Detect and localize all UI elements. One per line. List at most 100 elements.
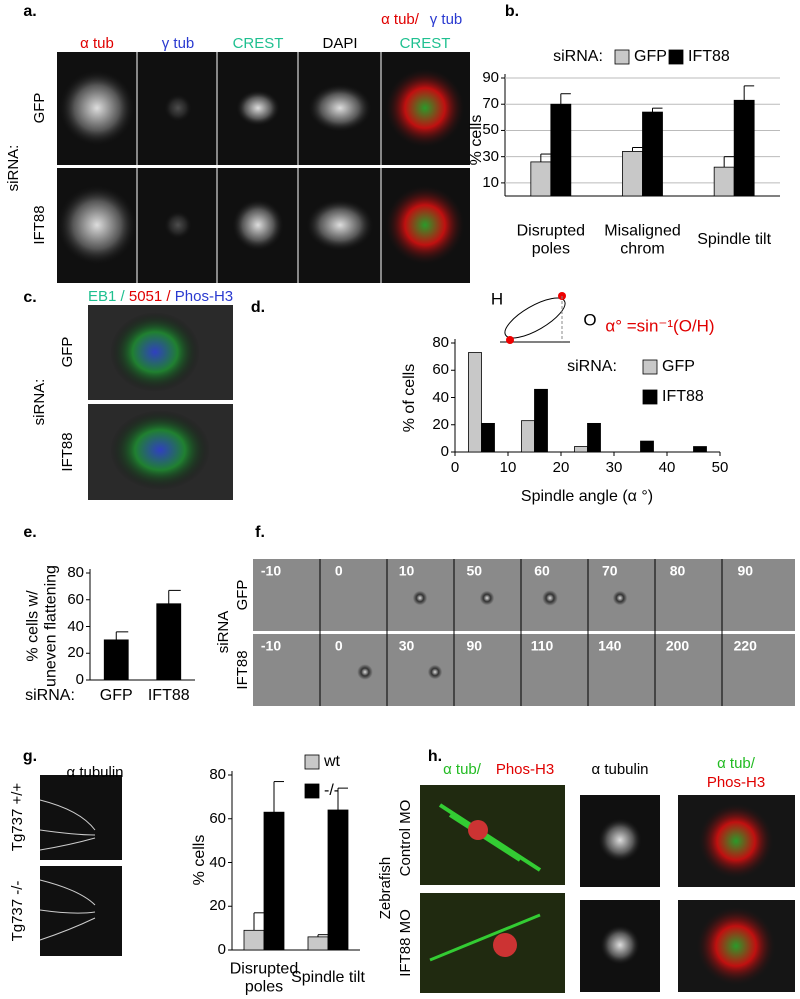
y-tick-label: 10	[482, 173, 499, 191]
group-label: Zebrafish	[376, 856, 394, 920]
x-tick-label: 40	[658, 458, 676, 476]
column-label: α tub/	[717, 754, 755, 772]
time-label: 50	[466, 562, 483, 579]
annotation: H	[490, 289, 504, 309]
label: /	[120, 288, 125, 305]
row-label: IFT88 MO	[396, 909, 414, 977]
column-label: α tub/	[443, 760, 481, 778]
y-tick-label: 0	[75, 670, 84, 688]
group-label: siRNA:	[30, 378, 48, 426]
x-tick-label: Misaligned chrom	[604, 222, 681, 257]
panel-label: e.	[23, 524, 37, 542]
row-label: GFP	[58, 336, 76, 368]
panel-label: c.	[23, 289, 37, 307]
y-axis-label: % cells	[468, 114, 486, 166]
panel-f-images	[253, 559, 795, 706]
annotation: O	[583, 310, 597, 330]
panel-d-diagram	[500, 292, 570, 344]
time-label: 0	[334, 637, 343, 654]
y-tick-label: 40	[432, 388, 449, 406]
bar	[263, 811, 285, 951]
bar	[640, 440, 654, 453]
y-axis-label: % cells w/ uneven flattening	[24, 565, 59, 687]
row-label: Control MO	[396, 799, 414, 877]
bar	[481, 422, 495, 453]
legend-label: GFP	[662, 358, 695, 376]
annotation: α° =sin⁻¹(O/H)	[605, 316, 715, 336]
bar	[713, 166, 735, 197]
column-label: CREST	[399, 34, 451, 52]
y-tick-label: 0	[217, 940, 226, 958]
bar	[530, 161, 552, 197]
row-label: IFT88	[30, 205, 48, 245]
panel-label: g.	[22, 748, 38, 766]
bar	[243, 929, 265, 951]
time-label: 0	[334, 562, 343, 579]
legend-label: -/-	[324, 782, 340, 800]
bar	[642, 111, 663, 197]
time-label: 80	[669, 562, 686, 579]
y-axis-label: % cells	[191, 834, 209, 886]
x-tick-label: GFP	[99, 687, 133, 705]
y-tick-label: 60	[67, 590, 84, 608]
bar	[733, 99, 755, 197]
x-tick-label: Spindle tilt	[291, 969, 365, 987]
x-tick-label: IFT88	[147, 687, 190, 705]
bar	[693, 446, 707, 453]
time-label: -10	[260, 562, 282, 579]
legend-swatch	[304, 783, 320, 799]
panel-a-images	[57, 52, 470, 283]
bar	[534, 388, 548, 453]
panel-label: d.	[250, 299, 266, 317]
panel-g-images	[39, 775, 122, 956]
row-label: IFT88	[58, 432, 76, 472]
bar	[103, 639, 129, 681]
legend-swatch	[642, 359, 658, 375]
legend-swatch	[642, 389, 658, 405]
legend-swatch	[304, 754, 320, 770]
panel-label: f.	[255, 524, 265, 542]
panel-label: b.	[504, 3, 520, 21]
label: EB1	[88, 288, 117, 305]
time-label: 90	[737, 562, 754, 579]
x-tick-label: 0	[450, 458, 460, 476]
panel-h-images	[420, 785, 795, 993]
label: Phos-H3	[174, 288, 234, 305]
y-tick-label: 70	[482, 94, 499, 112]
y-tick-label: 20	[432, 415, 449, 433]
time-label: 140	[598, 637, 622, 654]
category-title: siRNA:	[25, 687, 75, 705]
y-tick-label: 90	[482, 68, 499, 86]
column-label: Phos-H3	[495, 760, 555, 778]
time-label: 90	[466, 637, 483, 654]
panel-header: α tubulin	[66, 763, 124, 781]
group-label: siRNA:	[4, 144, 22, 192]
time-label: 60	[534, 562, 550, 579]
y-tick-label: 20	[209, 897, 226, 914]
legend-swatch	[614, 49, 630, 65]
label: /	[166, 288, 171, 305]
bar	[468, 352, 482, 453]
row-label: Tg737 -/-	[8, 880, 26, 942]
x-tick-label: 20	[552, 458, 570, 476]
legend-label: wt	[324, 753, 340, 771]
row-label: IFT88	[233, 650, 251, 690]
bar	[327, 809, 349, 951]
bar	[550, 103, 572, 197]
row-label: GFP	[233, 579, 251, 611]
column-label: α tub/	[381, 10, 419, 28]
y-tick-label: 40	[67, 617, 84, 635]
panel-c-images	[88, 305, 233, 500]
label: 5051	[128, 288, 163, 305]
panel-label: h.	[427, 748, 443, 766]
column-label: α tubulin	[591, 760, 649, 778]
y-tick-label: 0	[440, 442, 449, 460]
y-tick-label: 50	[482, 121, 499, 139]
bar	[574, 446, 588, 453]
legend-label: IFT88	[688, 48, 730, 66]
row-label: Tg737 +/+	[8, 782, 26, 852]
y-tick-label: 60	[432, 361, 449, 378]
legend-label: GFP	[634, 48, 667, 66]
y-tick-label: 80	[209, 765, 226, 783]
